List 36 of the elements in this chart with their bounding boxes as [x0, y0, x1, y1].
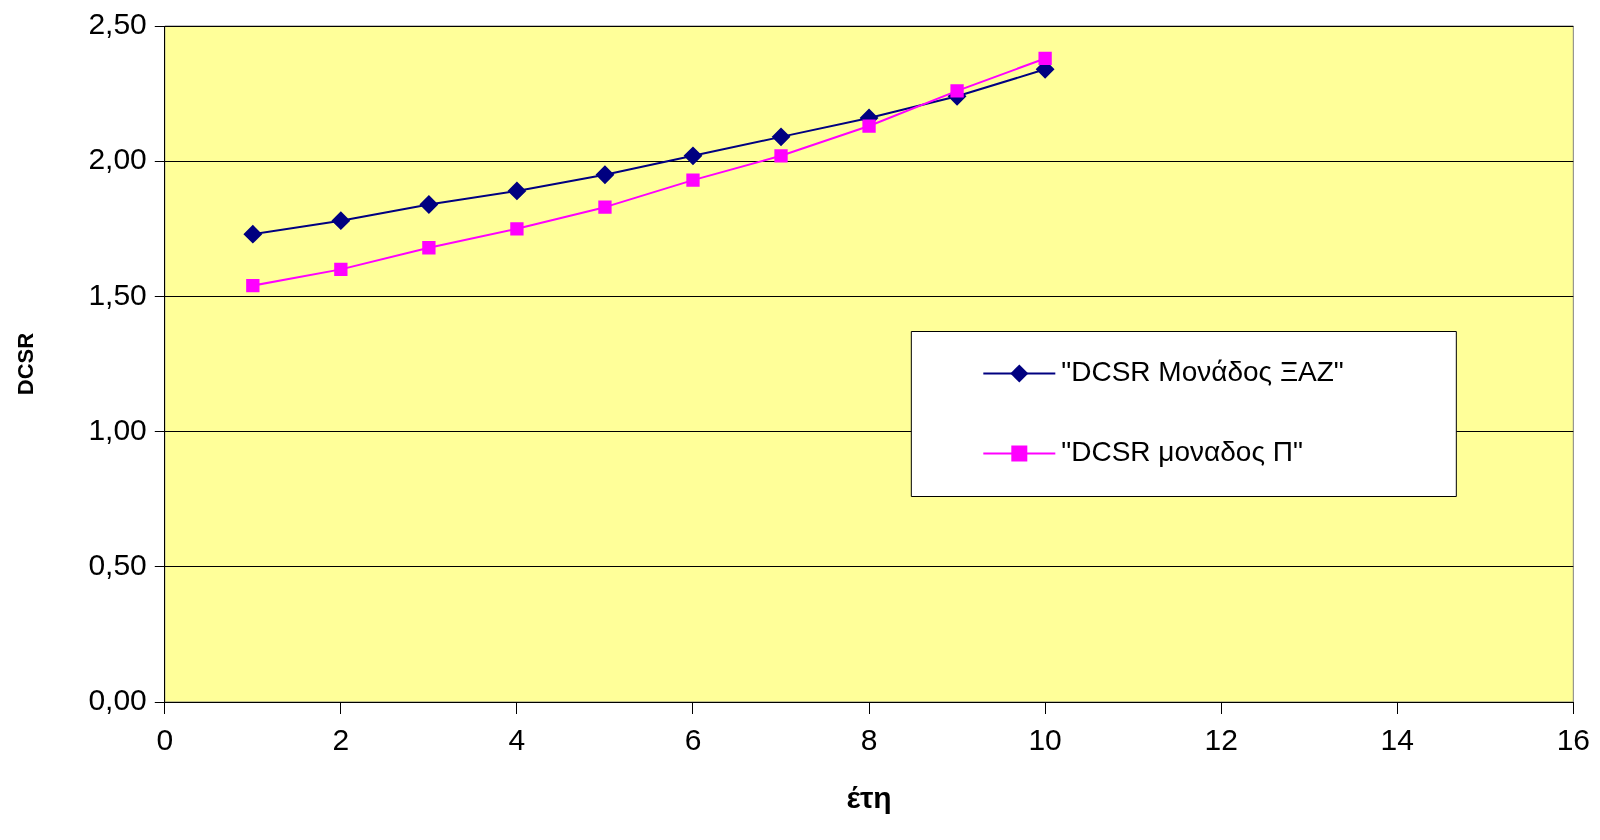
x-tick-label: 4 [508, 723, 526, 757]
point [683, 146, 702, 165]
point [686, 173, 700, 187]
point [598, 200, 612, 214]
point [507, 181, 526, 200]
point [243, 225, 262, 244]
point [772, 127, 791, 146]
legend-label: "DCSR Μονάδος ΞΑΖ" [1061, 356, 1344, 388]
x-tick-label: 10 [1028, 723, 1062, 757]
x-tick-label: 6 [684, 723, 702, 757]
y-tick-label: 2,50 [88, 7, 147, 41]
x-tick-label: 12 [1204, 723, 1238, 757]
y-tick-label: 0,50 [88, 548, 147, 582]
x-tick-label: 16 [1556, 723, 1590, 757]
y-tick-label: 2,00 [88, 142, 147, 176]
point [595, 165, 614, 184]
y-tick-label: 0,00 [88, 683, 147, 717]
point [246, 278, 260, 293]
point [950, 84, 964, 98]
x-tick-label: 2 [332, 723, 350, 757]
x-tick-label: 8 [860, 723, 878, 757]
point [1038, 51, 1052, 66]
y-tick-label: 1,00 [88, 412, 147, 446]
y-axis-title: DCSR [13, 332, 39, 396]
x-tick-label: 0 [156, 723, 174, 757]
point [334, 262, 348, 277]
point [422, 241, 436, 255]
legend-label: "DCSR μοναδος Π" [1061, 436, 1303, 468]
point [331, 211, 350, 230]
y-tick-label: 1,50 [88, 277, 147, 311]
x-axis-title: έτη [846, 781, 892, 815]
point [419, 195, 438, 214]
point [774, 149, 788, 163]
point [510, 222, 524, 236]
point [862, 119, 876, 133]
x-tick-label: 14 [1380, 723, 1414, 757]
